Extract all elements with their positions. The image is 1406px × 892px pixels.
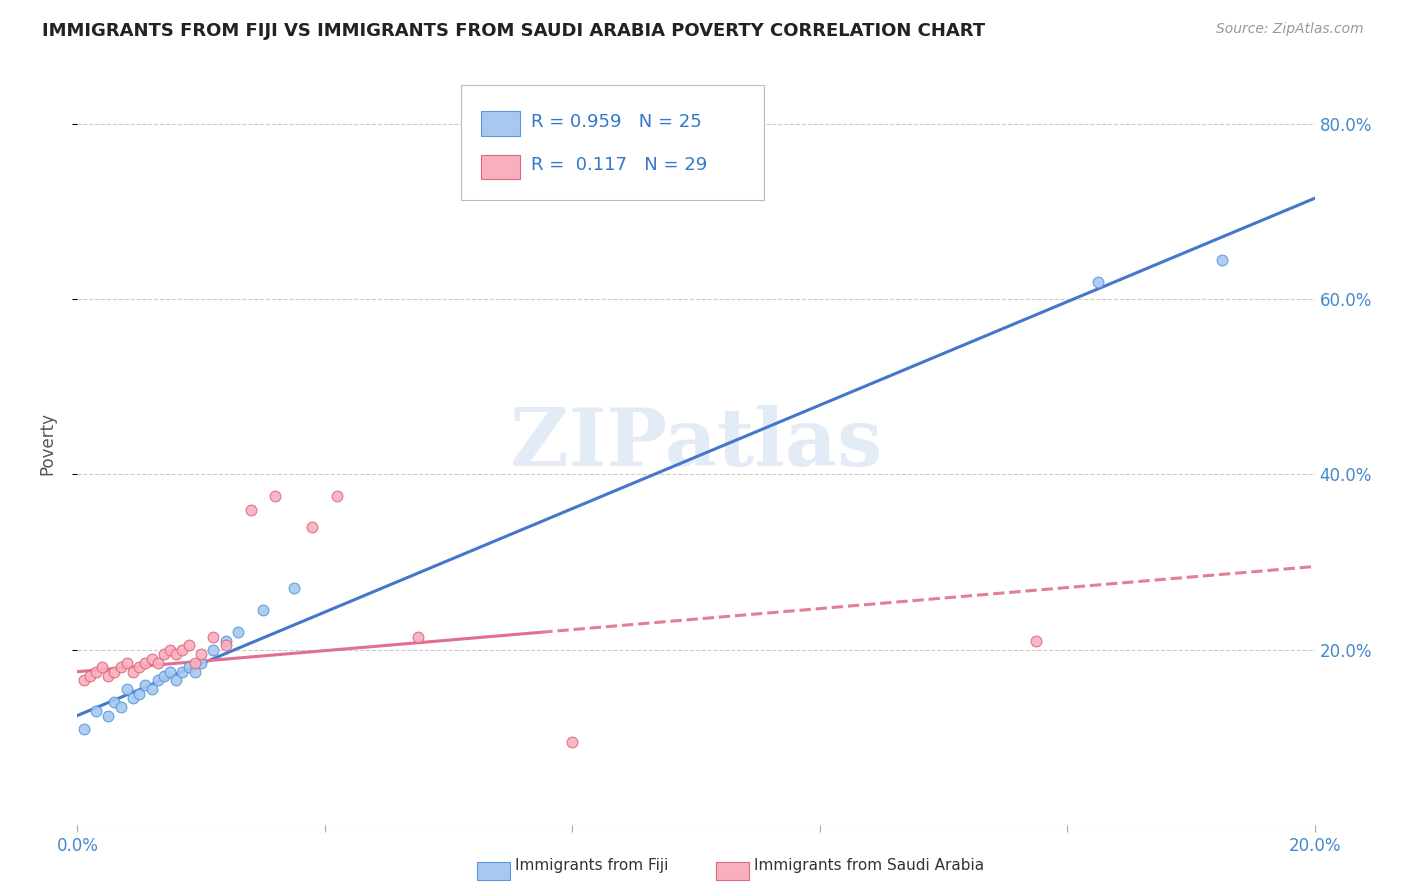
Point <box>184 665 207 679</box>
Point <box>252 603 274 617</box>
Point <box>1087 275 1109 289</box>
FancyBboxPatch shape <box>461 86 763 200</box>
Point <box>141 682 163 697</box>
Text: Immigrants from Saudi Arabia: Immigrants from Saudi Arabia <box>754 858 984 872</box>
Text: R = 0.959   N = 25: R = 0.959 N = 25 <box>531 113 702 131</box>
Point <box>202 642 225 657</box>
Point <box>215 634 238 648</box>
Point <box>190 647 212 661</box>
Text: Immigrants from Fiji: Immigrants from Fiji <box>515 858 668 872</box>
Point <box>159 665 181 679</box>
FancyBboxPatch shape <box>481 154 520 179</box>
Point <box>165 673 187 688</box>
Point <box>141 651 163 665</box>
Point <box>103 665 125 679</box>
Point <box>72 722 94 736</box>
Point <box>406 630 429 644</box>
Point <box>103 695 125 709</box>
Text: Source: ZipAtlas.com: Source: ZipAtlas.com <box>1216 22 1364 37</box>
Point <box>122 665 145 679</box>
Point <box>283 582 305 596</box>
Point <box>72 673 94 688</box>
FancyBboxPatch shape <box>481 112 520 136</box>
Point <box>177 660 200 674</box>
Point <box>264 489 287 503</box>
Point <box>122 691 145 706</box>
Point <box>184 656 207 670</box>
Point <box>134 656 156 670</box>
Point <box>190 656 212 670</box>
Text: ZIPatlas: ZIPatlas <box>510 405 882 483</box>
Y-axis label: Poverty: Poverty <box>38 412 56 475</box>
Point <box>226 625 249 640</box>
Point <box>110 699 132 714</box>
Point <box>115 656 138 670</box>
Point <box>153 669 176 683</box>
Point <box>153 647 176 661</box>
Point <box>115 682 138 697</box>
Point <box>561 735 583 749</box>
Point <box>84 704 107 718</box>
Point <box>239 502 262 516</box>
Text: IMMIGRANTS FROM FIJI VS IMMIGRANTS FROM SAUDI ARABIA POVERTY CORRELATION CHART: IMMIGRANTS FROM FIJI VS IMMIGRANTS FROM … <box>42 22 986 40</box>
Point <box>1211 252 1233 267</box>
Point <box>159 642 181 657</box>
Point <box>128 660 150 674</box>
Point <box>97 669 120 683</box>
Point <box>202 630 225 644</box>
Point <box>79 669 101 683</box>
Point <box>1025 634 1047 648</box>
Point <box>146 673 169 688</box>
Point <box>172 665 194 679</box>
Text: R =  0.117   N = 29: R = 0.117 N = 29 <box>531 156 707 175</box>
Point <box>110 660 132 674</box>
Point <box>215 639 238 653</box>
Point <box>91 660 114 674</box>
Point <box>84 665 107 679</box>
Point <box>97 708 120 723</box>
Point <box>301 520 323 534</box>
Point <box>172 642 194 657</box>
Point <box>134 678 156 692</box>
Point <box>165 647 187 661</box>
Point <box>326 489 349 503</box>
Point <box>146 656 169 670</box>
Point <box>128 687 150 701</box>
Point <box>177 639 200 653</box>
